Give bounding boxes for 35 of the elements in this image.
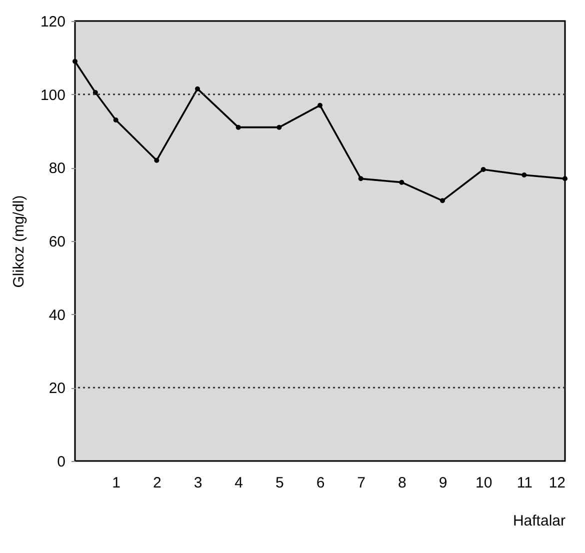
y-axis-title: Glikoz (mg/dl) bbox=[10, 195, 28, 288]
x-tick-label: 11 bbox=[516, 474, 532, 492]
point bbox=[399, 180, 404, 185]
y-tick-label: 100 bbox=[40, 86, 66, 104]
point bbox=[113, 118, 118, 122]
point bbox=[358, 176, 364, 182]
x-tick-label: 3 bbox=[194, 474, 202, 492]
x-tick-label: 12 bbox=[548, 474, 566, 492]
x-tick-label: 5 bbox=[275, 474, 284, 492]
x-tick-label: 7 bbox=[357, 474, 366, 492]
point bbox=[318, 102, 322, 108]
y-tick-label: 60 bbox=[48, 234, 66, 250]
y-tick-label: 80 bbox=[48, 160, 66, 178]
point bbox=[440, 198, 445, 204]
point bbox=[92, 90, 98, 95]
point bbox=[480, 167, 486, 172]
y-tick-label: 20 bbox=[48, 380, 66, 398]
x-tick-label: 1 bbox=[112, 474, 121, 492]
x-tick-label: 4 bbox=[234, 474, 244, 492]
x-tick-label: 9 bbox=[438, 474, 448, 492]
point bbox=[72, 58, 78, 64]
point bbox=[236, 124, 241, 130]
point bbox=[562, 176, 568, 182]
x-tick-label: 8 bbox=[398, 474, 406, 492]
point bbox=[522, 172, 527, 178]
x-tick-label: 2 bbox=[152, 474, 162, 492]
point bbox=[154, 158, 160, 163]
y-tick-label: 0 bbox=[57, 454, 66, 470]
x-tick-label: 10 bbox=[475, 474, 492, 492]
x-tick-label: 6 bbox=[316, 474, 325, 492]
point bbox=[276, 124, 282, 130]
y-tick-label: 120 bbox=[40, 14, 66, 30]
point bbox=[195, 86, 200, 92]
y-tick-label: 40 bbox=[48, 306, 66, 324]
x-axis-title: Haftalar bbox=[512, 512, 566, 530]
